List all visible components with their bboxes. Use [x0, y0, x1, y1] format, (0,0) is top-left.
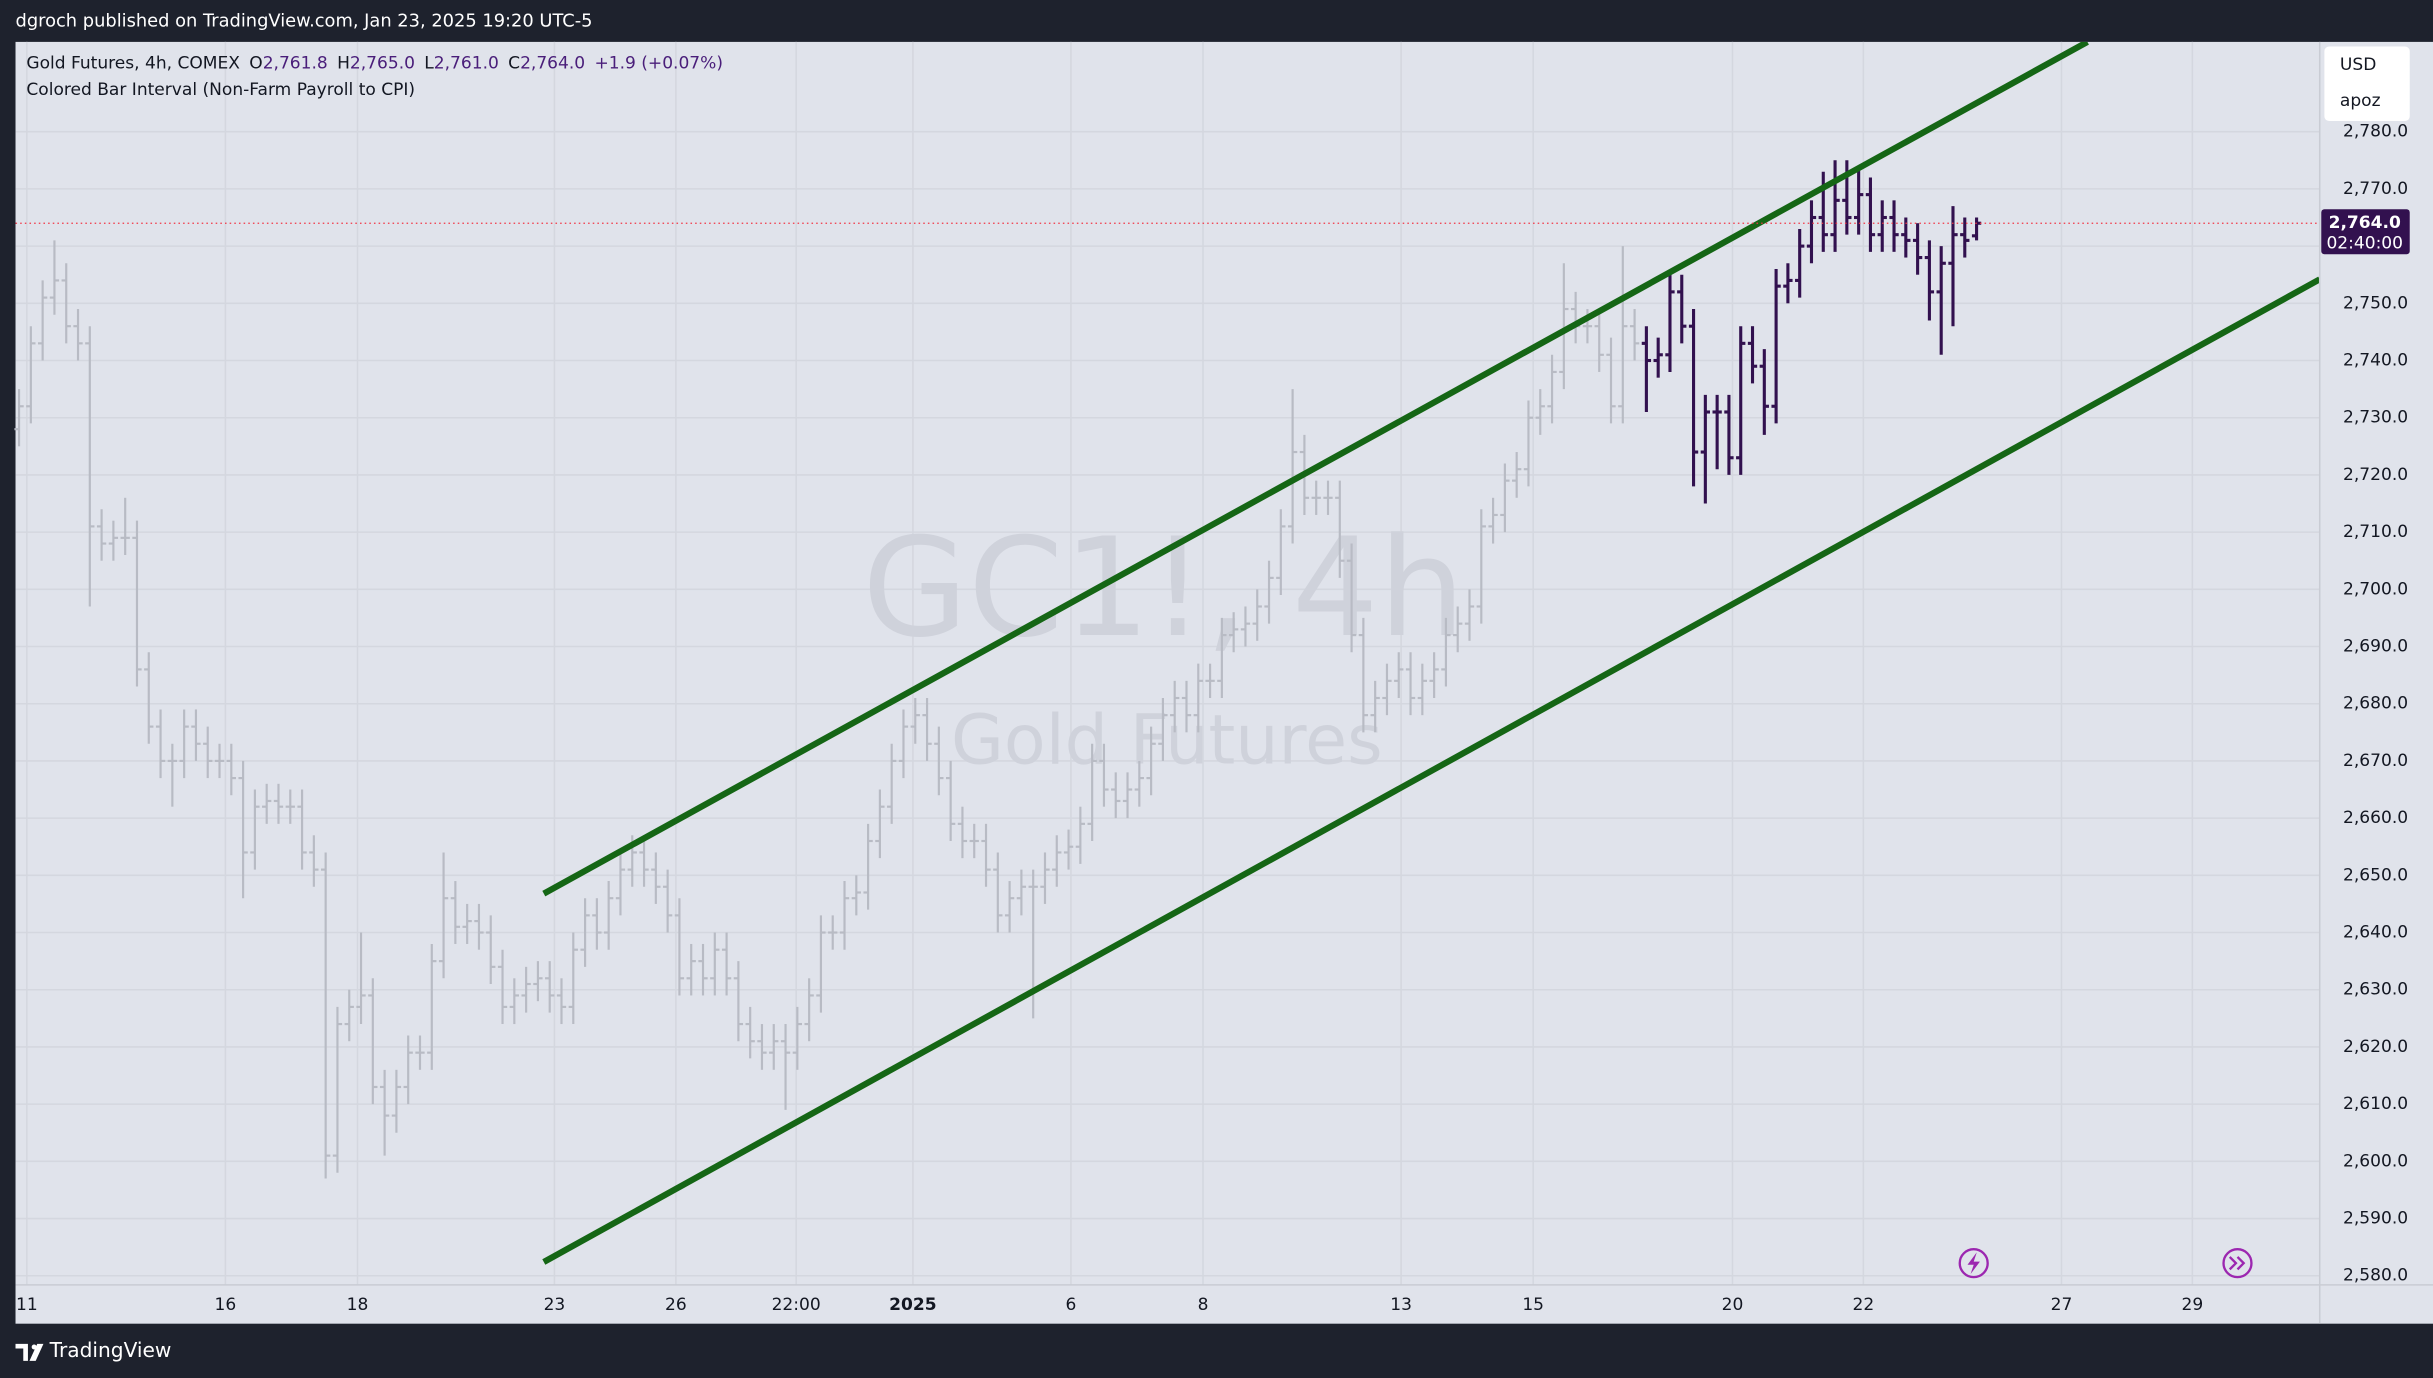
y-tick-label: 2,630.0	[2343, 980, 2408, 1000]
grid	[15, 41, 2320, 1285]
chart-background	[15, 41, 2433, 1324]
y-tick-label: 2,780.0	[2343, 122, 2408, 142]
publish-header: dgroch published on TradingView.com, Jan…	[16, 11, 593, 32]
x-tick-label: 23	[544, 1295, 566, 1315]
y-tick-label: 2,670.0	[2343, 751, 2408, 771]
legend-value: 2,765.0	[350, 54, 415, 74]
x-tick-label: 2025	[889, 1295, 936, 1315]
x-tick-label: 15	[1522, 1295, 1544, 1315]
y-tick-label: 2,580.0	[2343, 1266, 2408, 1286]
legend-value: 2,764.0	[520, 54, 585, 74]
x-tick-label: 26	[665, 1295, 687, 1315]
x-tick-label: 20	[1722, 1295, 1744, 1315]
y-tick-label: 2,590.0	[2343, 1209, 2408, 1229]
y-tick-label: 2,770.0	[2343, 179, 2408, 199]
last-price-label: 2,764.0	[2329, 213, 2401, 233]
x-tick-label: 29	[2182, 1295, 2204, 1315]
y-tick-label: 2,600.0	[2343, 1151, 2408, 1171]
axes: 2,580.0 2,590.0 2,600.0 2,610.0 2,620.0 2,630…	[15, 122, 2410, 1315]
y-tick-label: 2,720.0	[2343, 465, 2408, 485]
y-tick-label: 2,690.0	[2343, 637, 2408, 657]
bars	[14, 160, 1982, 1179]
legend-symbol: Gold Futures, 4h, COMEX	[26, 54, 240, 74]
legend-key: L	[424, 54, 434, 74]
lightning-icon[interactable]	[1958, 1248, 1989, 1279]
legend-value: 2,761.0	[434, 54, 499, 74]
x-tick-label: 27	[2051, 1295, 2073, 1315]
last-price-box	[2321, 209, 2410, 255]
legend-key: C	[508, 54, 520, 74]
watermark: GC1!, 4h	[862, 509, 1465, 668]
legend-key: O	[249, 54, 262, 74]
x-tick-label: 8	[1198, 1295, 1209, 1315]
scale-box[interactable]	[2324, 46, 2410, 122]
x-tick-label: 6	[1065, 1295, 1076, 1315]
trend-lines	[542, 41, 2320, 1265]
y-tick-label: 2,680.0	[2343, 694, 2408, 714]
trend-line	[542, 41, 2089, 897]
legend: O 2,761.8 H 2,765.0 L 2,761.0 C 2,764.0 +1.9 (+0…	[249, 54, 723, 74]
x-tick-label: 16	[215, 1295, 237, 1315]
legend-change: +1.9 (+0.07%)	[594, 54, 723, 74]
x-tick-label: 18	[347, 1295, 369, 1315]
y-tick-label: 2,620.0	[2343, 1037, 2408, 1057]
y-tick-label: 2,700.0	[2343, 579, 2408, 599]
x-tick-label: 22	[1853, 1295, 1875, 1315]
y-tick-label: 2,740.0	[2343, 351, 2408, 371]
indicator-name: Colored Bar Interval (Non-Farm Payroll t…	[26, 80, 415, 100]
countdown: 02:40:00	[2326, 233, 2403, 253]
y-tick-label: 2,650.0	[2343, 865, 2408, 885]
brand: TradingView	[49, 1338, 172, 1362]
x-tick-label: 11	[16, 1295, 38, 1315]
currency[interactable]: USD	[2340, 55, 2376, 75]
x-tick-label: 13	[1390, 1295, 1412, 1315]
y-tick-label: 2,640.0	[2343, 923, 2408, 943]
watermark-sub: Gold Futures	[951, 701, 1383, 780]
y-tick-label: 2,610.0	[2343, 1094, 2408, 1114]
brand-logo	[15, 1343, 44, 1361]
user[interactable]: apoz	[2340, 91, 2381, 111]
y-tick-label: 2,710.0	[2343, 522, 2408, 542]
legend-value: 2,761.8	[263, 54, 328, 74]
forward-icon[interactable]	[2222, 1248, 2253, 1279]
y-tick-label: 2,750.0	[2343, 293, 2408, 313]
x-tick-label: 22:00	[772, 1295, 821, 1315]
y-tick-label: 2,660.0	[2343, 808, 2408, 828]
y-tick-label: 2,730.0	[2343, 408, 2408, 428]
trend-line	[542, 276, 2320, 1265]
legend-key: H	[337, 54, 350, 74]
